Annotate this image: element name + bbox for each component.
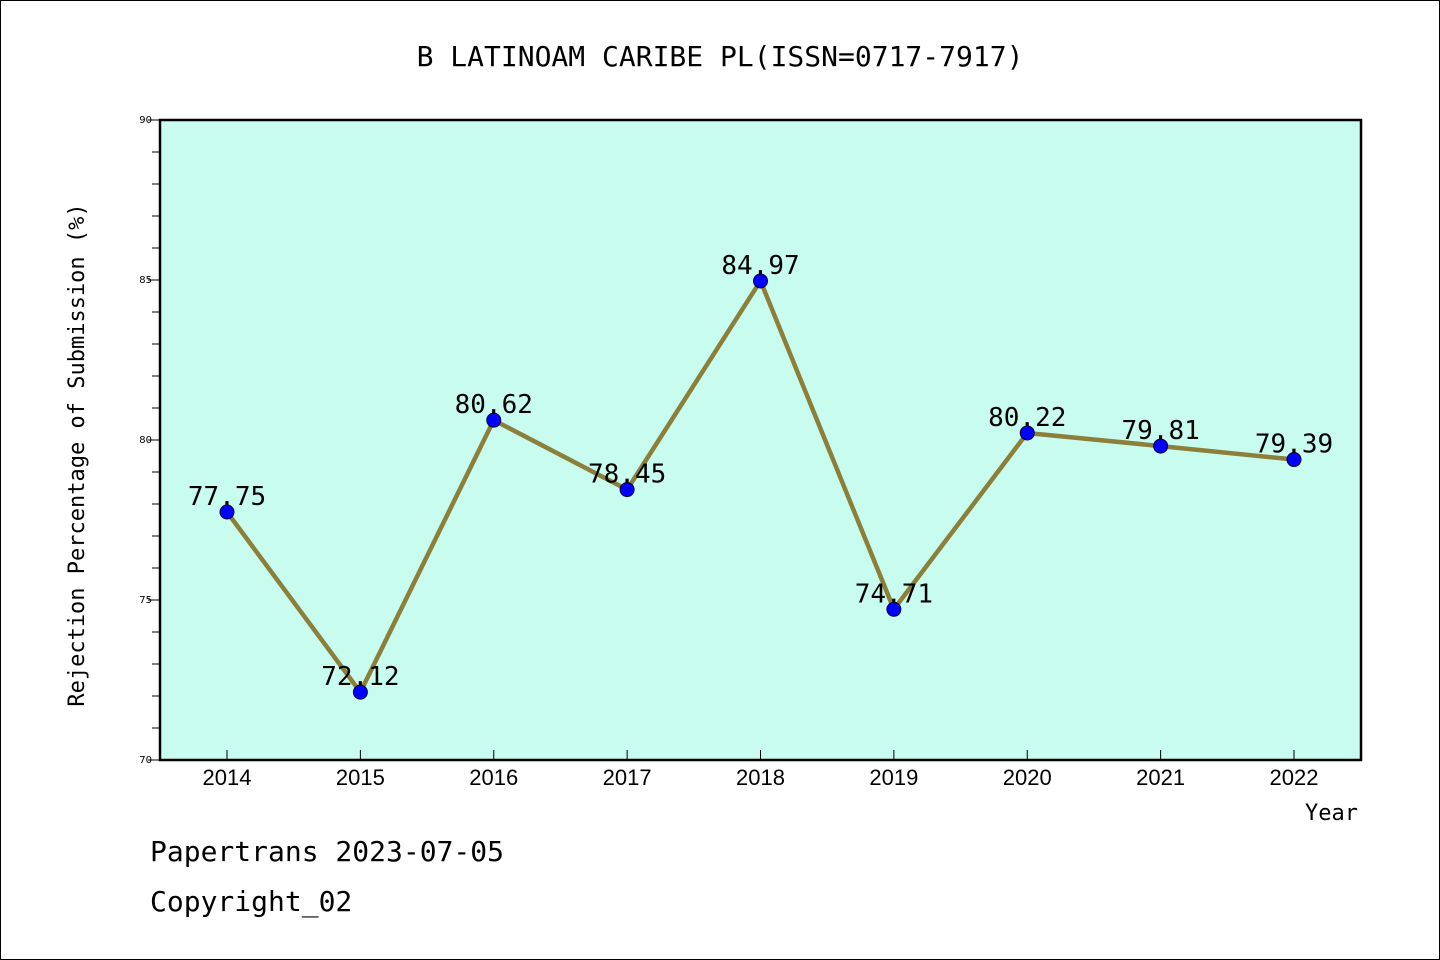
- x-tick-label: 2016: [469, 765, 518, 790]
- data-point: [886, 601, 902, 617]
- y-axis: 70 75 80 85 90: [139, 115, 160, 766]
- data-point: [1019, 425, 1035, 441]
- x-tick-label: 2014: [203, 765, 252, 790]
- data-label: 79.81: [1121, 416, 1199, 446]
- data-point: [753, 273, 768, 289]
- x-axis-label: Year: [1305, 801, 1358, 826]
- x-axis: 2014 2015 2016 2017 2018 2019 2020 2021 2022: [203, 750, 1319, 790]
- data-point: [219, 504, 235, 520]
- x-tick-label: 2022: [1270, 765, 1319, 790]
- data-point: [1286, 452, 1302, 468]
- footer-date-line: Papertrans 2023-07-05: [150, 835, 505, 868]
- x-tick-label: 2015: [336, 765, 385, 790]
- data-label: 78.45: [588, 460, 666, 490]
- data-point: [1153, 438, 1169, 454]
- data-label: 80.22: [988, 403, 1066, 433]
- data-label: 79.39: [1255, 430, 1333, 460]
- y-tick-label: 80: [139, 435, 152, 446]
- chart-title: B LATINOAM CARIBE PL(ISSN=0717-7917): [417, 40, 1024, 73]
- data-label: 84.97: [721, 251, 799, 281]
- x-tick-label: 2020: [1003, 765, 1052, 790]
- y-tick-label: 85: [139, 275, 152, 286]
- data-label: 72.12: [321, 662, 399, 692]
- x-tick-label: 2021: [1136, 765, 1185, 790]
- series-layer: 77.75 72.12 80.62 78.45 84.97 74.71 80.22 79.81…: [188, 251, 1333, 700]
- y-tick-label: 70: [139, 755, 152, 766]
- y-axis-label: Rejection Percentage of Submission (%): [65, 203, 90, 706]
- data-point: [486, 412, 502, 428]
- data-point: [352, 684, 368, 700]
- data-point: [619, 482, 635, 498]
- data-label: 74.71: [855, 579, 933, 609]
- data-label: 80.62: [455, 390, 533, 420]
- x-tick-label: 2019: [869, 765, 918, 790]
- x-tick-label: 2017: [603, 765, 652, 790]
- y-tick-label: 75: [139, 595, 152, 606]
- footer-copyright-line: Copyright_02: [150, 885, 353, 918]
- x-tick-label: 2018: [736, 765, 785, 790]
- y-tick-label: 90: [139, 115, 152, 126]
- data-label: 77.75: [188, 482, 266, 512]
